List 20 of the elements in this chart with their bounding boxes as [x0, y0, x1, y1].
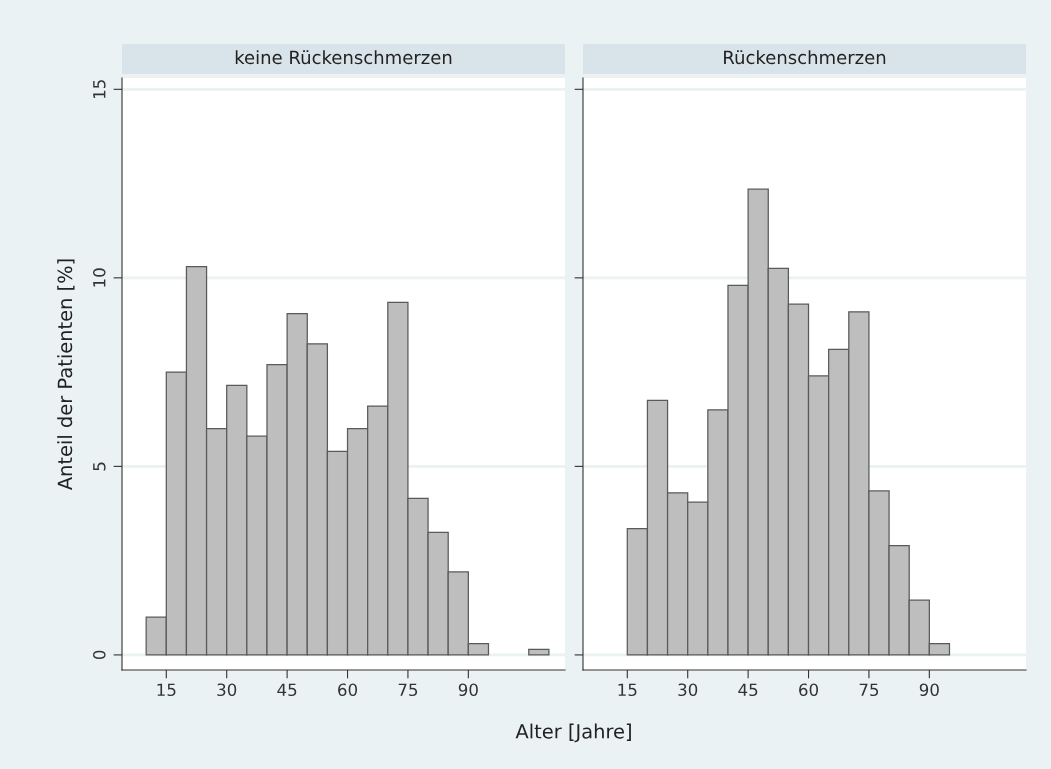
y-tick-label: 0 [92, 650, 106, 660]
x-tick-label: 45 [277, 683, 297, 697]
y-axis-title: Anteil der Patienten [%] [57, 259, 75, 491]
x-tick-label: 60 [799, 683, 819, 697]
chart-title: Rückenschmerzen [724, 50, 886, 65]
x-tick-label: 60 [338, 683, 358, 697]
x-tick-label: 75 [859, 683, 879, 697]
y-tick-label: 10 [92, 268, 106, 287]
y-tick-label: 15 [93, 80, 106, 99]
x-tick-label: 30 [217, 683, 237, 697]
x-tick-label: 45 [738, 683, 758, 697]
y-tick-label: 5 [93, 462, 106, 471]
x-tick-label: 90 [919, 683, 939, 697]
x-tick-label: 75 [398, 683, 418, 697]
x-axis-title: Alter [Jahre] [515, 723, 631, 743]
x-tick-label: 15 [157, 683, 176, 697]
x-tick-label: 90 [458, 683, 478, 697]
chart-title: keine Rückenschmerzen [235, 50, 452, 65]
x-tick-label: 30 [678, 683, 698, 697]
x-tick-label: 15 [618, 683, 637, 697]
